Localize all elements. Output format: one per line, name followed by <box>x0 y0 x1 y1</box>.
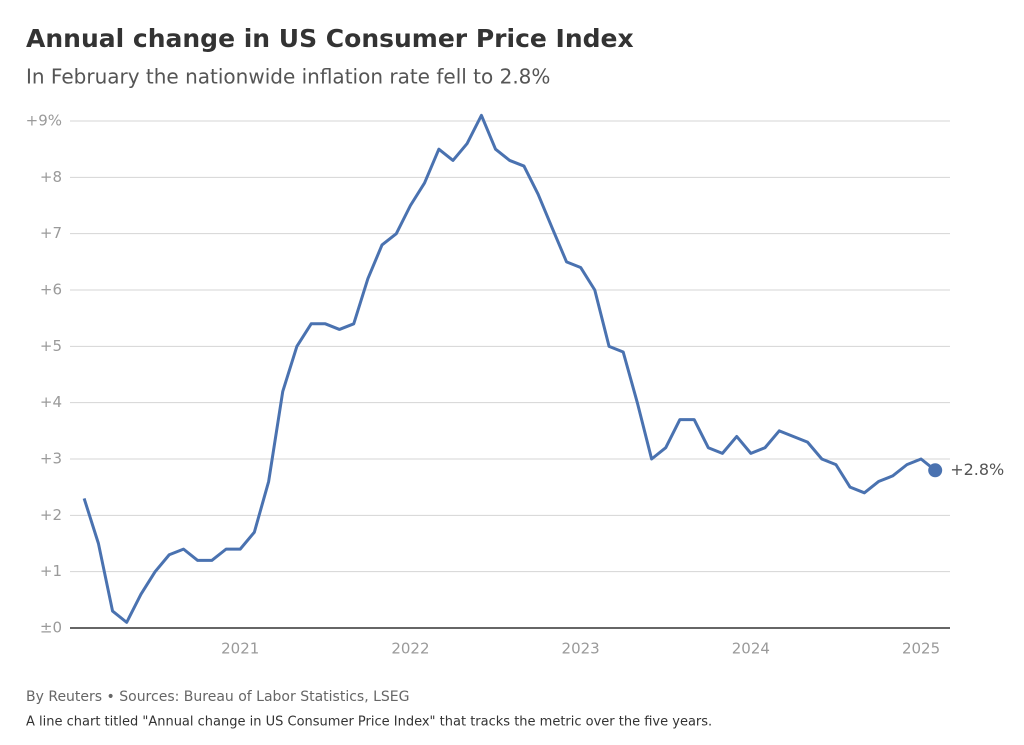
x-tick-label: 2023 <box>562 640 600 658</box>
y-tick-label: +5 <box>40 337 62 355</box>
x-tick-label: 2024 <box>732 640 770 658</box>
chart-title: Annual change in US Consumer Price Index <box>26 24 634 53</box>
chart-subtitle: In February the nationwide inflation rat… <box>26 65 550 89</box>
y-tick-label: +8 <box>40 168 62 186</box>
x-tick-label: 2022 <box>391 640 429 658</box>
y-tick-label: +1 <box>40 562 62 580</box>
y-tick-label: +3 <box>40 450 62 468</box>
caption: A line chart titled "Annual change in US… <box>26 715 712 730</box>
end-point <box>928 463 943 478</box>
y-tick-label: +2 <box>40 506 62 524</box>
x-tick-label: 2025 <box>902 640 940 658</box>
y-tick-label: +9% <box>26 112 62 130</box>
y-tick-label: +4 <box>40 393 62 411</box>
y-tick-label: +6 <box>40 281 62 299</box>
x-tick-label: 2021 <box>221 640 259 658</box>
source: By Reuters • Sources: Bureau of Labor St… <box>26 689 409 705</box>
y-tick-label: ±0 <box>40 619 62 637</box>
y-tick-label: +7 <box>40 224 62 242</box>
line <box>82 113 937 624</box>
value-label: +2.8% <box>950 460 1004 479</box>
